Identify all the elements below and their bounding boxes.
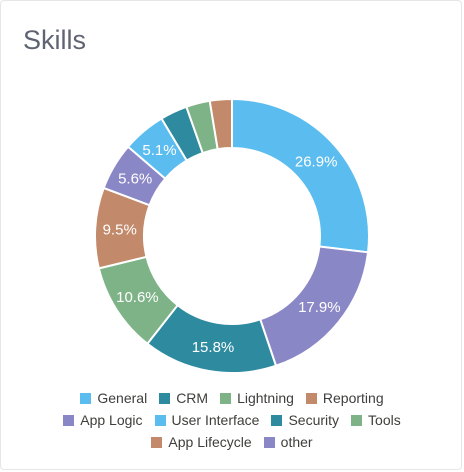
legend-item[interactable]: Tools bbox=[351, 412, 401, 428]
legend-swatch bbox=[151, 436, 163, 448]
legend-label: Security bbox=[288, 412, 340, 428]
legend-item[interactable]: Reporting bbox=[305, 390, 384, 406]
legend-swatch bbox=[271, 414, 283, 426]
legend-swatch bbox=[63, 414, 75, 426]
legend-swatch bbox=[154, 414, 166, 426]
legend-label: App Lifecycle bbox=[168, 434, 252, 450]
donut-slice-other[interactable] bbox=[208, 97, 233, 151]
legend-label: Tools bbox=[368, 412, 401, 428]
legend-label: CRM bbox=[176, 390, 209, 406]
slice-value-label: 5.1% bbox=[142, 142, 176, 159]
legend-row: App Lifecycle other bbox=[1, 431, 463, 453]
slice-value-label: 10.6% bbox=[116, 289, 159, 306]
slice-value-label: 5.6% bbox=[118, 171, 152, 188]
legend-swatch bbox=[80, 392, 92, 404]
card-title: Skills bbox=[23, 25, 87, 55]
legend-swatch bbox=[305, 392, 317, 404]
legend-item[interactable]: App Lifecycle bbox=[151, 434, 252, 450]
donut-chart: 26.9% 17.9% 15.8% 10.6% 9.5% 5.6% 5.1% bbox=[94, 97, 370, 374]
legend-item[interactable]: App Logic bbox=[63, 412, 143, 428]
legend-label: other bbox=[280, 434, 313, 450]
legend-swatch bbox=[351, 414, 363, 426]
legend-label: Reporting bbox=[322, 390, 384, 406]
slice-value-label: 17.9% bbox=[298, 299, 341, 316]
legend-label: App Logic bbox=[80, 412, 143, 428]
slice-value-label: 26.9% bbox=[295, 153, 338, 170]
legend-row: General CRM Lightning Reporting bbox=[1, 387, 463, 409]
legend-item[interactable]: Security bbox=[271, 412, 339, 428]
legend-item[interactable]: CRM bbox=[159, 390, 208, 406]
legend-swatch bbox=[263, 436, 275, 448]
legend-label: User Interface bbox=[171, 412, 260, 428]
legend-swatch bbox=[220, 392, 232, 404]
legend-label: Lightning bbox=[237, 390, 294, 406]
legend-item[interactable]: other bbox=[263, 434, 313, 450]
legend-row: App Logic User Interface Security Tools bbox=[1, 409, 463, 431]
legend-item[interactable]: Lightning bbox=[220, 390, 294, 406]
slice-value-label: 15.8% bbox=[192, 339, 235, 356]
legend-item[interactable]: General bbox=[80, 390, 147, 406]
legend-label: General bbox=[97, 390, 148, 406]
legend-swatch bbox=[159, 392, 171, 404]
legend-item[interactable]: User Interface bbox=[154, 412, 260, 428]
slice-value-label: 9.5% bbox=[103, 221, 137, 238]
donut-slice-general[interactable] bbox=[231, 97, 370, 254]
chart-legend: General CRM Lightning Reporting App Logic Us… bbox=[1, 387, 463, 453]
